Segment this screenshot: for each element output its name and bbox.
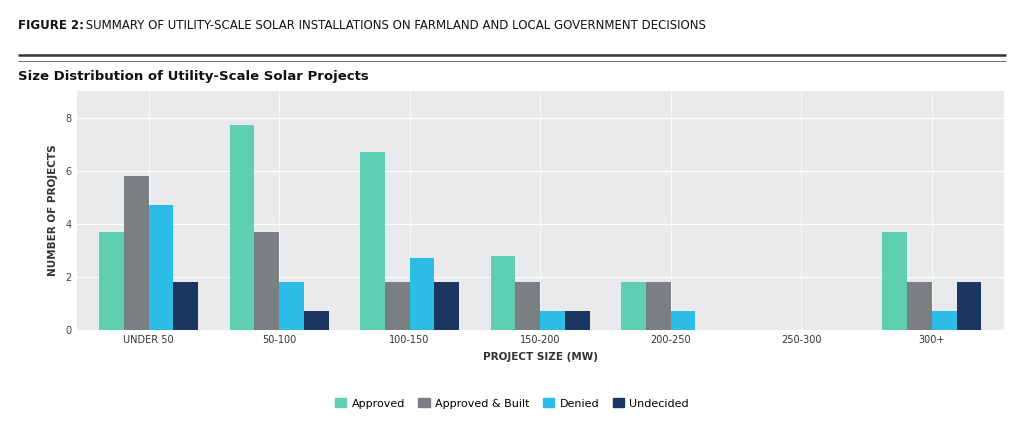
Bar <box>99 232 124 330</box>
Text: FIGURE 2:: FIGURE 2: <box>18 19 84 32</box>
Bar <box>622 282 646 330</box>
Bar <box>254 232 280 330</box>
Bar <box>907 282 932 330</box>
Text: SUMMARY OF UTILITY-SCALE SOLAR INSTALLATIONS ON FARMLAND AND LOCAL GOVERNMENT DE: SUMMARY OF UTILITY-SCALE SOLAR INSTALLAT… <box>82 19 706 32</box>
Bar <box>671 311 695 330</box>
Bar <box>646 282 671 330</box>
Bar <box>410 258 434 330</box>
Legend: Approved, Approved & Built, Denied, Undecided: Approved, Approved & Built, Denied, Unde… <box>331 394 693 413</box>
Bar <box>956 282 981 330</box>
Bar <box>360 152 385 330</box>
Bar <box>932 311 956 330</box>
Bar <box>124 176 148 330</box>
Bar <box>148 205 173 330</box>
Bar <box>229 126 254 330</box>
Bar <box>280 282 304 330</box>
Bar <box>541 311 565 330</box>
Y-axis label: NUMBER OF PROJECTS: NUMBER OF PROJECTS <box>48 145 58 276</box>
Bar <box>385 282 410 330</box>
Bar <box>173 282 199 330</box>
Bar <box>882 232 907 330</box>
Text: Size Distribution of Utility-Scale Solar Projects: Size Distribution of Utility-Scale Solar… <box>18 70 370 83</box>
Bar <box>304 311 329 330</box>
X-axis label: PROJECT SIZE (MW): PROJECT SIZE (MW) <box>482 352 598 363</box>
Bar <box>434 282 459 330</box>
Bar <box>490 255 515 330</box>
Bar <box>565 311 590 330</box>
Bar <box>515 282 541 330</box>
